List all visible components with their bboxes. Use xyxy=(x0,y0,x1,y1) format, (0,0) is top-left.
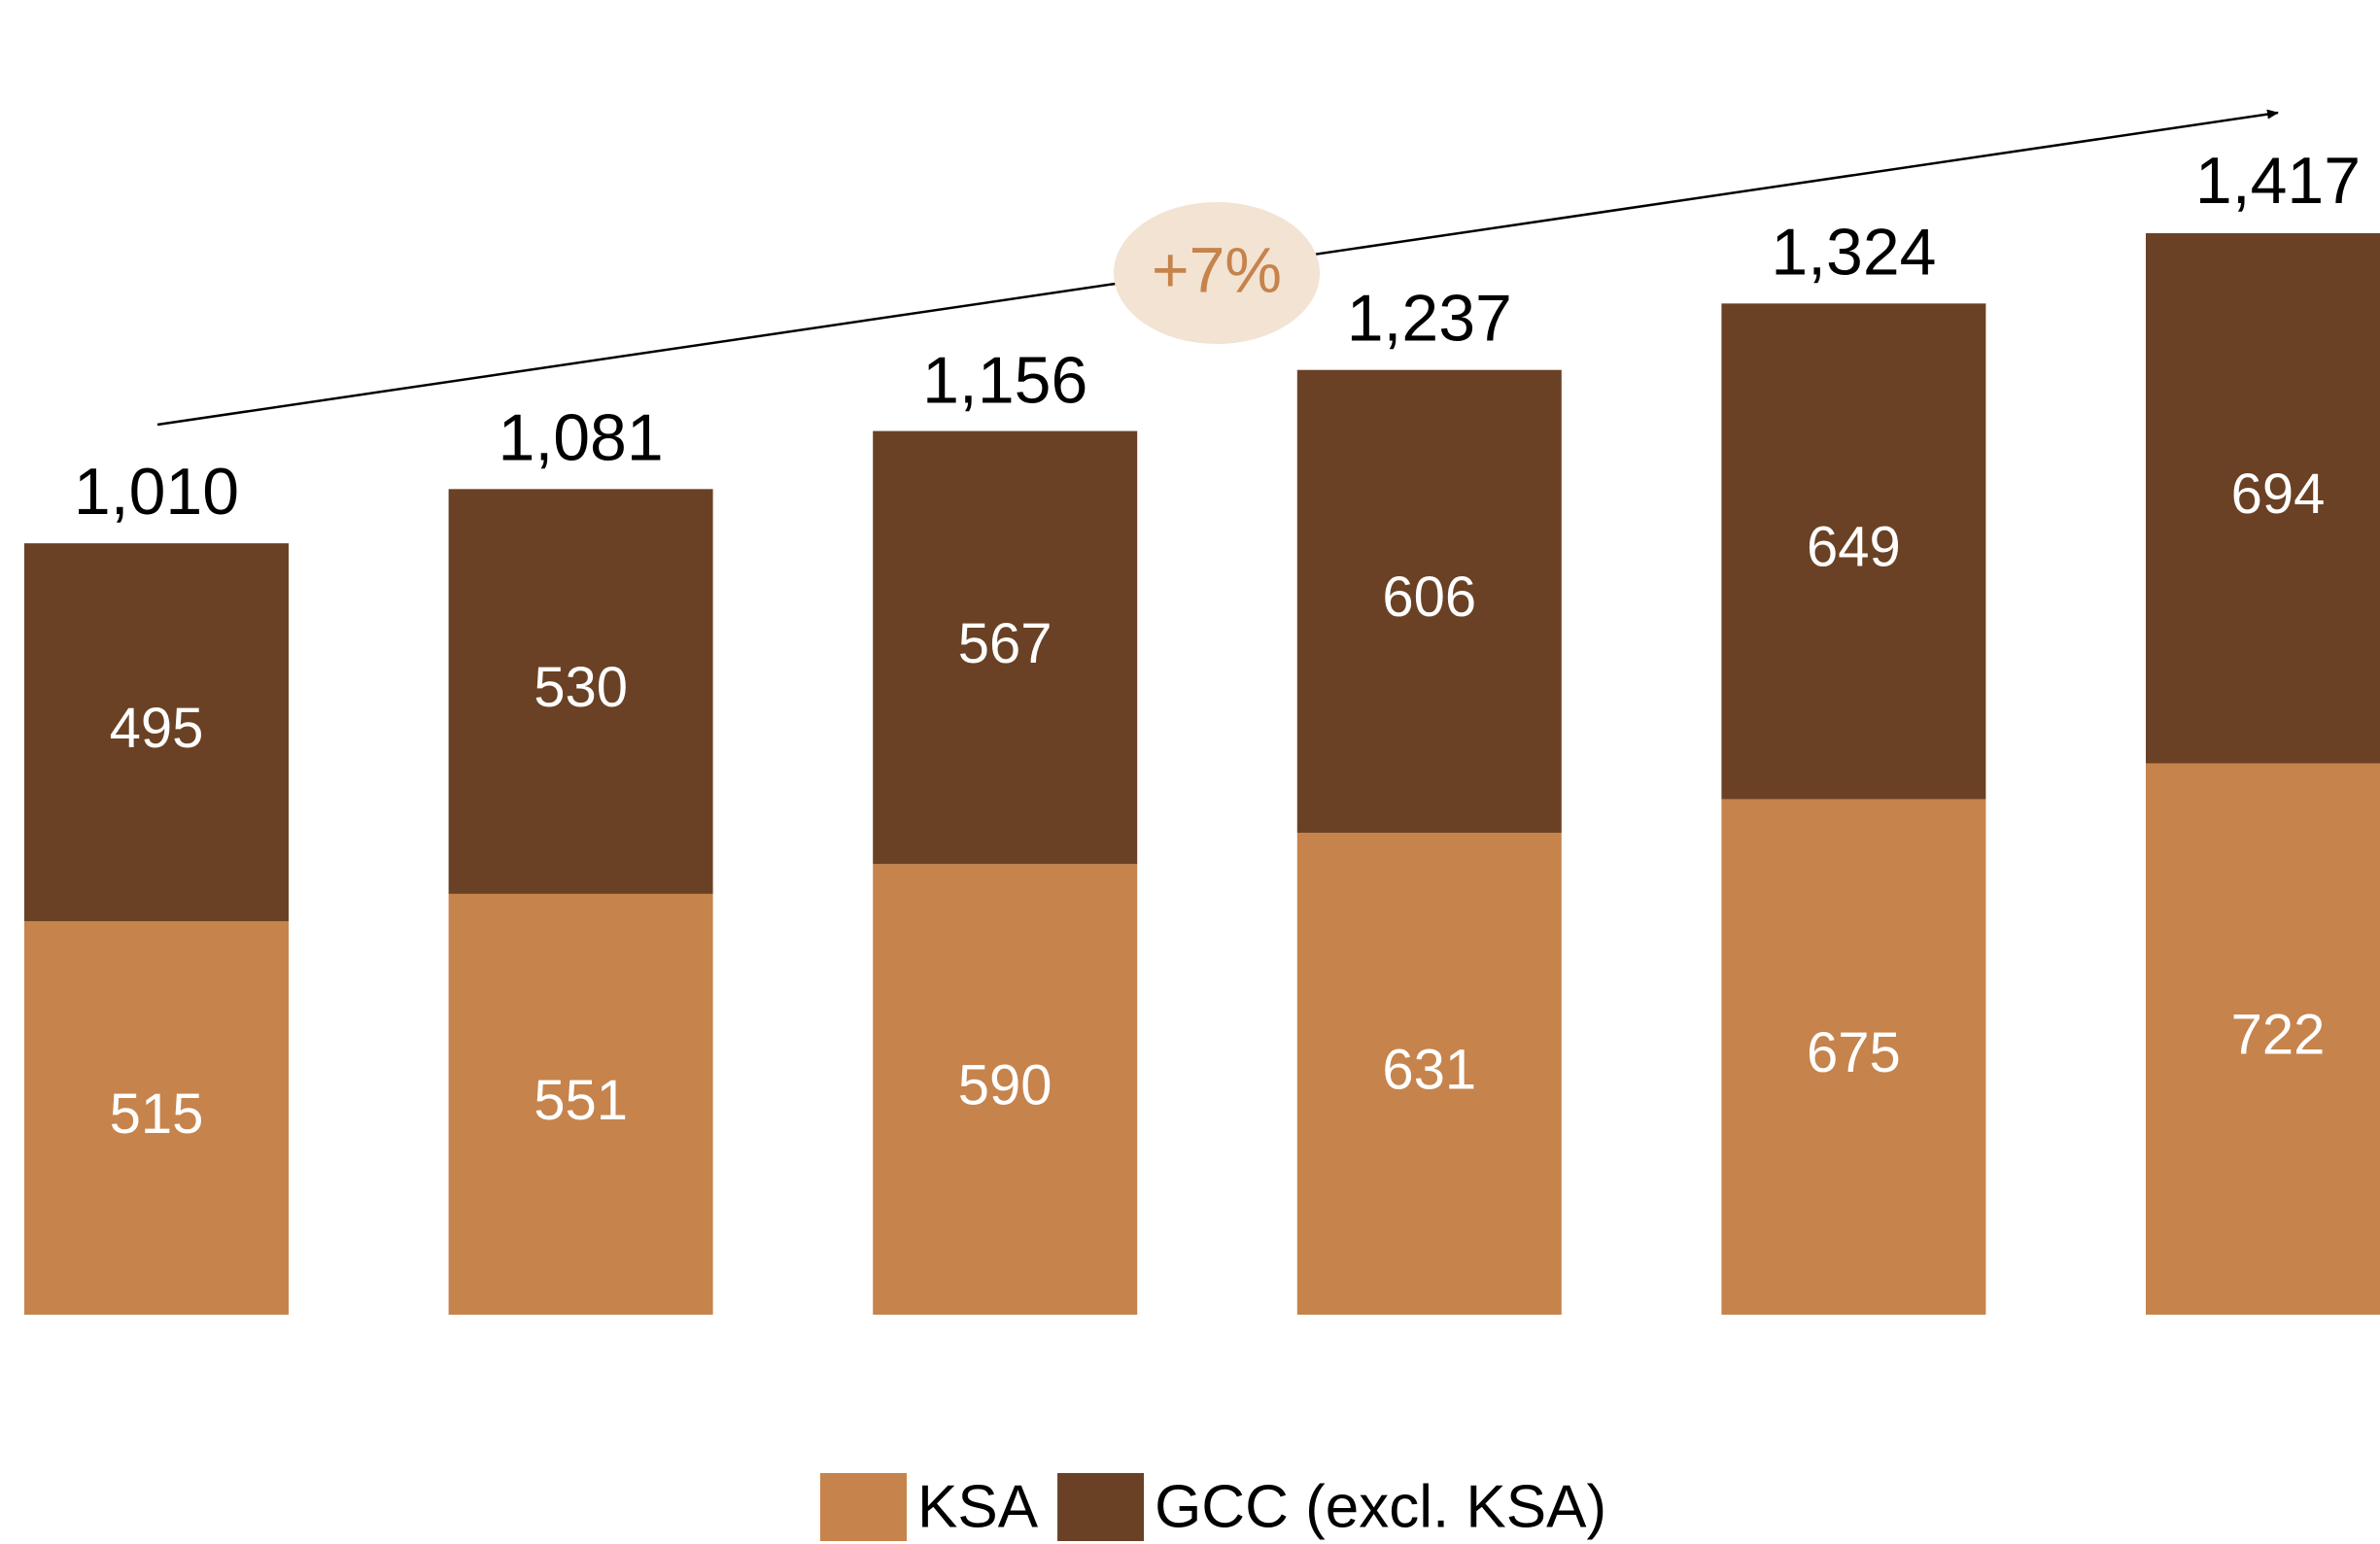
segment-label: 722 xyxy=(2231,1004,2326,1067)
bar-segment xyxy=(24,543,289,922)
bar-segment xyxy=(873,864,1138,1315)
total-label: 1,237 xyxy=(1347,282,1512,356)
legend-swatch xyxy=(820,1473,907,1541)
bar-segment xyxy=(873,430,1138,865)
annotation: +7% xyxy=(1152,233,1282,305)
segment-label: 675 xyxy=(1807,1021,1901,1084)
legend-label: KSA xyxy=(917,1473,1039,1540)
bar-segment xyxy=(1721,303,1986,800)
segment-label: 590 xyxy=(958,1053,1052,1116)
legend-label: GCC (excl. KSA) xyxy=(1155,1473,1606,1540)
segment-label: 515 xyxy=(110,1082,204,1146)
segment-label: 551 xyxy=(534,1069,628,1132)
segment-label: 530 xyxy=(534,656,628,719)
bar-segment xyxy=(1296,369,1562,834)
segment-label: 694 xyxy=(2231,463,2326,526)
total-label: 1,081 xyxy=(499,400,664,474)
legend-swatch xyxy=(1057,1473,1145,1541)
total-label: 1,324 xyxy=(1771,215,1936,289)
segment-label: 606 xyxy=(1382,566,1476,629)
bar-segment xyxy=(2146,763,2380,1315)
bar-segment xyxy=(1721,799,1986,1315)
segment-label: 495 xyxy=(110,697,204,760)
bar-segment xyxy=(24,921,289,1315)
bar-segment xyxy=(1296,833,1562,1315)
total-label: 1,417 xyxy=(2195,144,2361,218)
annotation-bubble xyxy=(1114,202,1320,344)
bar-segment xyxy=(448,489,713,894)
bar-segment xyxy=(448,893,713,1315)
segment-label: 631 xyxy=(1382,1038,1476,1101)
segment-label: 649 xyxy=(1807,516,1901,579)
total-label: 1,010 xyxy=(74,455,239,529)
total-label: 1,156 xyxy=(922,343,1087,417)
bar-segment xyxy=(2146,233,2380,764)
segment-label: 567 xyxy=(958,612,1052,675)
